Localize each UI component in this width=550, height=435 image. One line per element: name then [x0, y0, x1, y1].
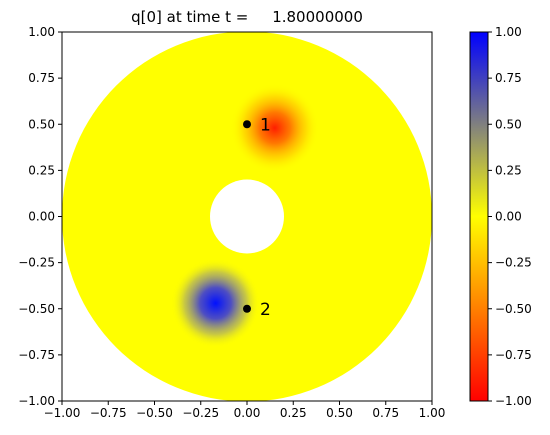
x-tick-label: 0.25 [280, 406, 307, 420]
marker-point [243, 120, 251, 129]
chart-title: q[0] at time t = 1.80000000 [131, 8, 363, 26]
colorbar-tick-label: 0.00 [495, 210, 522, 224]
x-tick-label: 0.75 [372, 406, 399, 420]
y-axis: −1.00 −0.75 −0.50 −0.25 0.00 0.25 0.50 0.75 1.00 [18, 25, 62, 408]
colorbar-tick-label: −0.50 [495, 302, 532, 316]
x-tick-label: 0.50 [326, 406, 353, 420]
y-tick-label: −0.75 [18, 348, 55, 362]
y-tick-label: −0.25 [18, 256, 55, 270]
x-tick-label: 1.00 [419, 406, 446, 420]
colorbar-tick-label: 1.00 [495, 25, 522, 39]
marker-label: 1 [260, 115, 271, 135]
y-tick-label: 0.25 [28, 163, 55, 177]
y-tick-label: 0.00 [28, 210, 55, 224]
y-tick-label: 1.00 [28, 25, 55, 39]
marker-point [243, 304, 251, 313]
annulus-hole [210, 179, 284, 254]
marker-label: 2 [260, 300, 271, 320]
negative-blob [230, 83, 320, 173]
x-tick-label: −1.00 [44, 406, 81, 420]
colorbar-tick-label: 0.50 [495, 117, 522, 131]
x-tick-label: −0.50 [136, 406, 173, 420]
colorbar-bar [469, 31, 489, 402]
x-tick-label: 0.00 [234, 406, 261, 420]
colorbar: −1.00 −0.75 −0.50 −0.25 0.00 0.25 0.50 0.75 1.00 [469, 25, 532, 408]
positive-blob [171, 258, 260, 348]
x-tick-label: −0.25 [182, 406, 219, 420]
y-tick-label: −1.00 [18, 394, 55, 408]
colorbar-tick-label: 0.75 [495, 71, 522, 85]
y-tick-label: 0.50 [28, 117, 55, 131]
y-tick-label: 0.75 [28, 71, 55, 85]
plot-area [62, 32, 432, 401]
x-axis: −1.00 −0.75 −0.50 −0.25 0.00 0.25 0.50 0.75 1.00 [44, 401, 446, 420]
y-tick-label: −0.50 [18, 302, 55, 316]
colorbar-tick-label: −0.25 [495, 256, 532, 270]
colorbar-tick-label: −0.75 [495, 348, 532, 362]
colorbar-tick-label: −1.00 [495, 394, 532, 408]
colorbar-tick-label: 0.25 [495, 163, 522, 177]
markers: 12 [243, 115, 271, 320]
x-tick-label: −0.75 [90, 406, 127, 420]
